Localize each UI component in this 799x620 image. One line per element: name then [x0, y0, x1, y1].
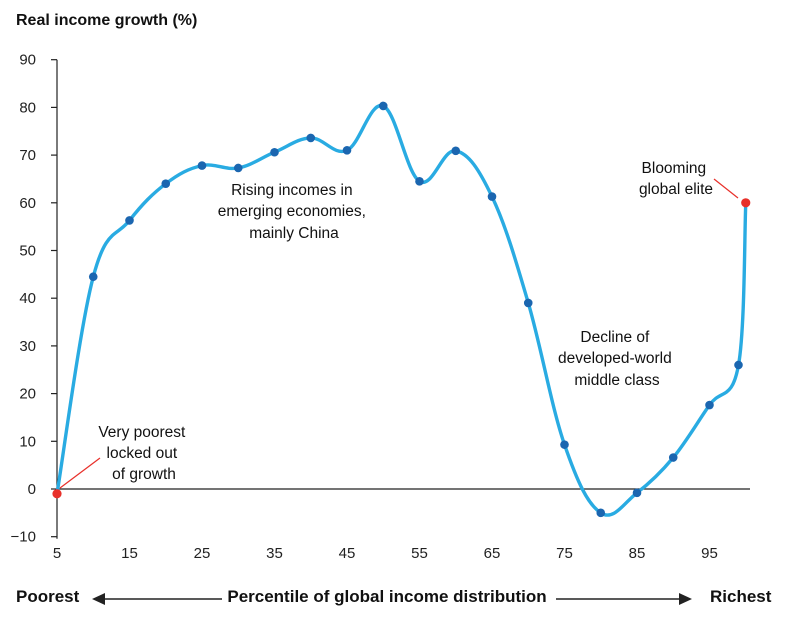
data-point: [560, 440, 569, 449]
svg-text:Blooming global elite: Blooming global elite: [639, 160, 713, 198]
annotation-line: developed-world: [558, 350, 672, 367]
annotation-line: locked out: [107, 445, 178, 462]
annotation-decline-middle-class: Decline of developed-world middle class: [558, 329, 676, 389]
annotation-line: Blooming: [642, 160, 707, 177]
y-axis-title: Real income growth (%): [16, 12, 197, 29]
annotation-very-poorest: Very poorest locked out of growth: [59, 424, 189, 489]
highlight-point: [741, 198, 751, 208]
x-tick-label: 85: [629, 545, 646, 562]
data-point: [378, 101, 388, 111]
annotation-line: mainly China: [249, 225, 339, 242]
annotation-rising-incomes: Rising incomes in emerging economies, ma…: [218, 182, 371, 242]
svg-text:Very poorest locked out: Very poorest locked out of growth: [98, 424, 189, 483]
data-point: [88, 272, 98, 282]
y-tick-label: 40: [19, 290, 36, 307]
data-point: [306, 133, 316, 143]
annotation-line: middle class: [574, 372, 660, 389]
x-axis-footer: Poorest Percentile of global income dist…: [16, 587, 772, 606]
axes: [51, 59, 750, 539]
data-points: [52, 101, 751, 518]
data-point: [270, 147, 279, 157]
x-tick-label: 45: [339, 545, 356, 562]
y-tick-label: −10: [11, 529, 36, 546]
annotation-line: Very poorest: [98, 424, 186, 441]
data-point: [596, 508, 606, 518]
annotation-line: of growth: [112, 466, 176, 483]
x-tick-label: 25: [194, 545, 211, 562]
annotation-line: global elite: [639, 181, 713, 198]
annotation-line: Rising incomes in: [231, 182, 352, 199]
data-point: [451, 146, 461, 156]
svg-text:Rising incomes in emergi: Rising incomes in emerging economies, ma…: [218, 182, 371, 242]
left-arrow-icon: [92, 593, 222, 605]
y-tick-label: 90: [19, 52, 36, 69]
y-tick-label: 0: [28, 481, 36, 498]
poorest-label: Poorest: [16, 587, 80, 606]
data-point: [734, 360, 743, 370]
x-axis-title: Percentile of global income distribution: [227, 587, 546, 606]
annotation-blooming-elite: Blooming global elite: [639, 160, 739, 199]
x-tick-label: 65: [484, 545, 501, 562]
y-tick-label: 10: [19, 433, 36, 450]
data-point: [415, 177, 424, 186]
data-point: [161, 179, 171, 189]
y-tick-label: 30: [19, 338, 36, 355]
y-tick-label: 20: [19, 386, 36, 403]
x-tick-label: 5: [53, 545, 61, 562]
x-tick-labels: 5 15 25 35 45 55 65 75 85 95: [53, 545, 718, 562]
data-point: [342, 146, 352, 155]
y-tick-labels: 90 80 70 60 50 40 30 20 10 0 −10: [11, 52, 36, 546]
y-tick-label: 70: [19, 147, 36, 164]
x-tick-label: 35: [266, 545, 283, 562]
annotation-leader-line: [713, 178, 739, 199]
data-point: [705, 400, 714, 410]
x-tick-label: 95: [701, 545, 718, 562]
data-point: [523, 298, 533, 308]
y-tick-label: 60: [19, 195, 36, 212]
data-point: [487, 192, 497, 201]
data-point: [632, 488, 642, 498]
annotation-line: emerging economies,: [218, 203, 366, 220]
data-point: [197, 161, 207, 170]
highlight-point: [52, 489, 62, 499]
data-point: [233, 163, 243, 173]
y-tick-label: 50: [19, 243, 36, 260]
x-tick-label: 15: [121, 545, 138, 562]
data-point: [668, 453, 678, 462]
data-point: [125, 216, 134, 225]
svg-text:Decline of developed-wor: Decline of developed-world middle class: [558, 329, 676, 389]
annotation-line: Decline of: [580, 329, 650, 346]
richest-label: Richest: [710, 587, 772, 606]
right-arrow-icon: [556, 593, 692, 605]
x-tick-label: 55: [411, 545, 428, 562]
annotation-leader-line: [59, 457, 101, 489]
x-tick-label: 75: [556, 545, 573, 562]
y-tick-label: 80: [19, 99, 36, 116]
